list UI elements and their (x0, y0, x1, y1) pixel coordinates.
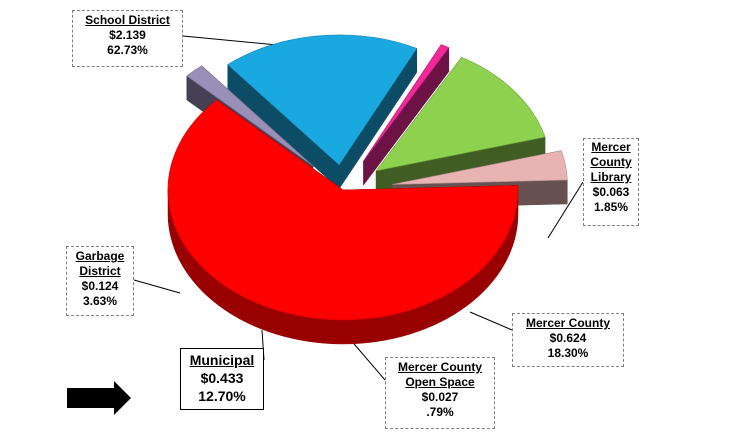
label-library-name-1: Mercer (591, 140, 631, 154)
label-mercer-county: Mercer County $0.624 18.30% (512, 313, 624, 367)
slice-muni-top (375, 56, 546, 172)
label-library-name-2: County (590, 155, 632, 169)
slice-open-top (363, 44, 450, 162)
right-arrow-icon (67, 381, 131, 415)
label-school-district: School District $2.139 62.73% (72, 10, 183, 67)
leader-line-garbage (133, 279, 181, 294)
label-garbage-percent: 3.63% (82, 294, 118, 308)
label-municipal: Municipal $0.433 12.70% (180, 348, 264, 410)
label-library-name-3: Library (590, 170, 632, 184)
label-open-space-name-1: Mercer County (397, 360, 483, 374)
slice-library-top (186, 65, 314, 167)
label-school-district-amount: $2.139 (109, 28, 146, 42)
label-garbage-amount: $0.124 (81, 279, 119, 293)
label-open-space-amount: $0.027 (421, 390, 459, 404)
leader-line-county (469, 311, 513, 331)
label-garbage-district: Garbage District $0.124 3.63% (66, 246, 134, 316)
leader-line-open (348, 337, 386, 381)
label-garbage-name-1: Garbage (75, 249, 125, 263)
slice-garbage-top (392, 150, 568, 185)
label-school-district-percent: 62.73% (107, 43, 148, 57)
label-library-percent: 1.85% (593, 200, 629, 214)
label-county-name: Mercer County (525, 316, 611, 330)
slice-county-top (227, 34, 418, 166)
label-municipal-percent: 12.70% (198, 388, 246, 404)
label-open-space-percent: .79% (426, 405, 454, 419)
pie-slices (167, 34, 568, 345)
label-open-space-name-2: Open Space (405, 375, 475, 389)
label-mercer-county-open-space: Mercer County Open Space $0.027 .79% (385, 357, 495, 429)
label-school-district-name: School District (85, 13, 170, 27)
label-library-amount: $0.063 (592, 185, 630, 199)
slice-school-top (167, 99, 519, 321)
label-garbage-name-2: District (79, 264, 121, 278)
label-municipal-name: Municipal (189, 352, 255, 368)
label-county-percent: 18.30% (547, 346, 589, 360)
leader-line-library (547, 181, 584, 239)
label-mercer-county-library: Mercer County Library $0.063 1.85% (583, 138, 639, 226)
label-municipal-amount: $0.433 (200, 370, 244, 386)
label-county-amount: $0.624 (549, 331, 587, 345)
